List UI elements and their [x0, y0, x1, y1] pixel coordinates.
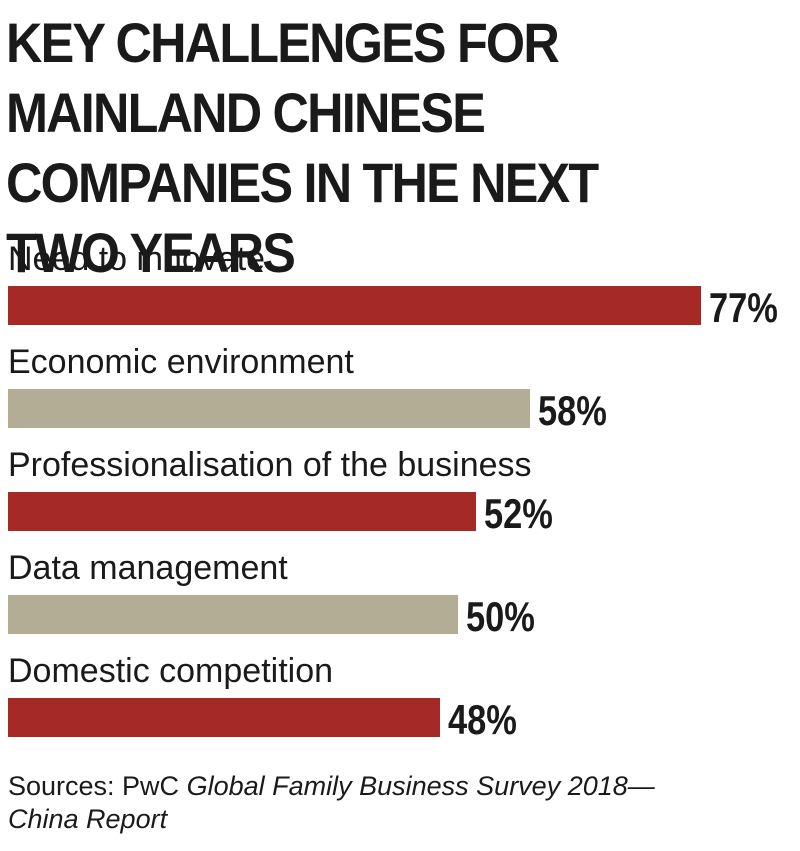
source-prefix: Sources: PwC — [8, 771, 187, 801]
value-label: 58% — [538, 388, 607, 435]
category-label: Economic environment — [8, 343, 354, 381]
value-label: 48% — [448, 697, 517, 744]
category-label: Professionalisation of the business — [8, 446, 532, 484]
category-label: Data management — [8, 549, 288, 587]
bar — [8, 492, 476, 531]
value-label: 77% — [709, 285, 778, 332]
source-title: Global Family Business Survey 2018—China… — [8, 771, 655, 834]
chart-title: KEY CHALLENGES FOR MAINLAND CHINESE COMP… — [6, 11, 599, 284]
source-note: Sources: PwC Global Family Business Surv… — [8, 770, 708, 836]
bar — [8, 595, 458, 634]
value-label: 50% — [466, 594, 535, 641]
category-label: Domestic competition — [8, 652, 333, 690]
bar — [8, 698, 440, 737]
value-label: 52% — [484, 491, 553, 538]
bar — [8, 286, 701, 325]
bar — [8, 389, 530, 428]
category-label: Need to innovate — [8, 240, 265, 278]
